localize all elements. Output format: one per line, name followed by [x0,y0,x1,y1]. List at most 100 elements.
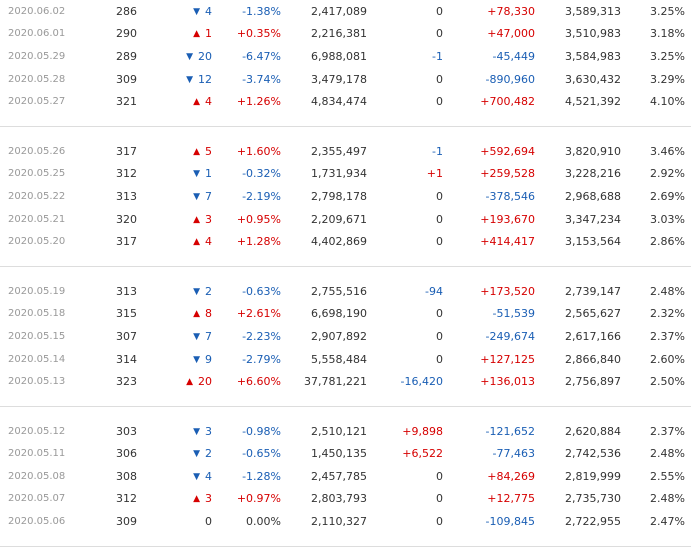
row-change-value: 0 [205,515,212,529]
down-triangle-icon: ▼ [193,6,200,17]
row-value-d: 2.48% [650,284,685,298]
down-triangle-icon: ▼ [193,286,200,297]
row-change-value: 2 [205,447,212,461]
row-volume: 2,803,793 [311,492,367,506]
group-divider [0,125,691,127]
row-close-price: 308 [116,469,137,483]
row-value-d: 2.92% [650,167,685,181]
row-change: ▼ 4 [142,0,218,23]
row-value-d: 2.48% [650,447,685,461]
table-row: 2020.05.07 312 ▲ 3 +0.97% 2,803,793 0 +12,775 2,… [0,488,691,511]
row-value-c: 3,820,910 [565,144,621,158]
table-row: 2020.05.18 315 ▲ 8 +2.61% 6,698,190 0 -51,539 2,… [0,303,691,326]
row-value-b: +414,417 [480,235,535,249]
row-value-b: +47,000 [487,27,535,41]
row-volume: 3,479,178 [311,72,367,86]
row-value-c: 3,589,313 [565,4,621,18]
row-volume: 2,798,178 [311,189,367,203]
row-date: 2020.05.15 [8,330,66,342]
row-change-value: 20 [198,49,212,63]
row-change-value: 12 [198,72,212,86]
row-value-a: 0 [436,515,443,529]
row-close-price: 307 [116,329,137,343]
row-change: ▲ 8 [142,303,218,326]
row-date: 2020.05.25 [8,168,66,180]
row-date: 2020.05.22 [8,190,66,202]
down-triangle-icon: ▼ [193,426,200,437]
row-value-d: 2.60% [650,352,685,366]
row-value-b: +136,013 [480,375,535,389]
row-change-value: 2 [205,284,212,298]
down-triangle-icon: ▼ [193,449,200,460]
row-volume: 2,110,327 [311,515,367,529]
row-volume: 2,209,671 [311,212,367,226]
row-value-d: 3.29% [650,72,685,86]
row-value-c: 2,819,999 [565,469,621,483]
row-value-d: 3.46% [650,144,685,158]
row-close-price: 286 [116,4,137,18]
row-value-a: -94 [425,284,443,298]
down-triangle-icon: ▼ [186,74,193,85]
row-change-value: 3 [205,424,212,438]
row-value-d: 2.55% [650,469,685,483]
row-change: ▲ 20 [142,370,218,393]
row-change-value: 7 [205,329,212,343]
table-row: 2020.05.27 321 ▲ 4 +1.26% 4,834,474 0 +700,482 4… [0,90,691,113]
row-value-d: 3.25% [650,4,685,18]
row-volume: 1,450,135 [311,447,367,461]
down-triangle-icon: ▼ [193,191,200,202]
down-triangle-icon: ▼ [193,354,200,365]
row-change-value: 1 [205,27,212,41]
row-value-d: 2.50% [650,375,685,389]
row-volume: 2,417,089 [311,4,367,18]
row-date: 2020.05.06 [8,516,66,528]
row-change-percent: -2.23% [242,329,281,343]
row-close-price: 289 [116,49,137,63]
row-change: ▼ 1 [142,163,218,186]
row-change-percent: +0.97% [236,492,281,506]
row-value-b: -890,960 [485,72,535,86]
up-triangle-icon: ▲ [193,29,200,40]
group-spacer [0,253,691,266]
row-change-value: 4 [205,95,212,109]
row-value-b: +592,694 [480,144,535,158]
row-value-c: 2,617,166 [565,329,621,343]
row-change-percent: +1.26% [236,95,281,109]
table-row: 2020.05.11 306 ▼ 2 -0.65% 1,450,135 +6,522 -77,… [0,443,691,466]
row-change-percent: -0.32% [242,167,281,181]
table-row: 2020.05.20 317 ▲ 4 +1.28% 4,402,869 0 +414,417 3… [0,230,691,253]
row-value-a: 0 [436,235,443,249]
row-change-percent: -3.74% [242,72,281,86]
row-close-price: 312 [116,167,137,181]
row-date: 2020.05.08 [8,470,66,482]
row-change: ▼ 4 [142,465,218,488]
row-value-b: +173,520 [480,284,535,298]
down-triangle-icon: ▼ [193,331,200,342]
row-date: 2020.05.29 [8,50,66,62]
row-volume: 37,781,221 [304,375,367,389]
row-value-a: +6,522 [402,447,443,461]
row-change-percent: -0.63% [242,284,281,298]
row-value-d: 2.69% [650,189,685,203]
table-row: 2020.05.14 314 ▼ 9 -2.79% 5,558,484 0 +127,125 2… [0,348,691,371]
row-value-b: -109,845 [485,515,535,529]
row-volume: 5,558,484 [311,352,367,366]
table-row: 2020.05.06 309 0 0.00% 2,110,327 0 -109,845 2,7… [0,510,691,533]
table-row: 2020.05.12 303 ▼ 3 -0.98% 2,510,121 +9,898 -121… [0,420,691,443]
row-value-c: 3,630,432 [565,72,621,86]
row-value-d: 2.32% [650,307,685,321]
row-close-price: 323 [116,375,137,389]
row-close-price: 313 [116,189,137,203]
row-value-a: -1 [432,144,443,158]
row-value-c: 2,866,840 [565,352,621,366]
group-spacer [0,533,691,546]
table-row: 2020.05.26 317 ▲ 5 +1.60% 2,355,497 -1 +592,694… [0,140,691,163]
row-value-b: +193,670 [480,212,535,226]
row-change: ▼ 7 [142,185,218,208]
row-volume: 2,510,121 [311,424,367,438]
row-change-value: 4 [205,4,212,18]
group-spacer [0,127,691,140]
row-change: ▼ 9 [142,348,218,371]
row-date: 2020.05.14 [8,353,66,365]
